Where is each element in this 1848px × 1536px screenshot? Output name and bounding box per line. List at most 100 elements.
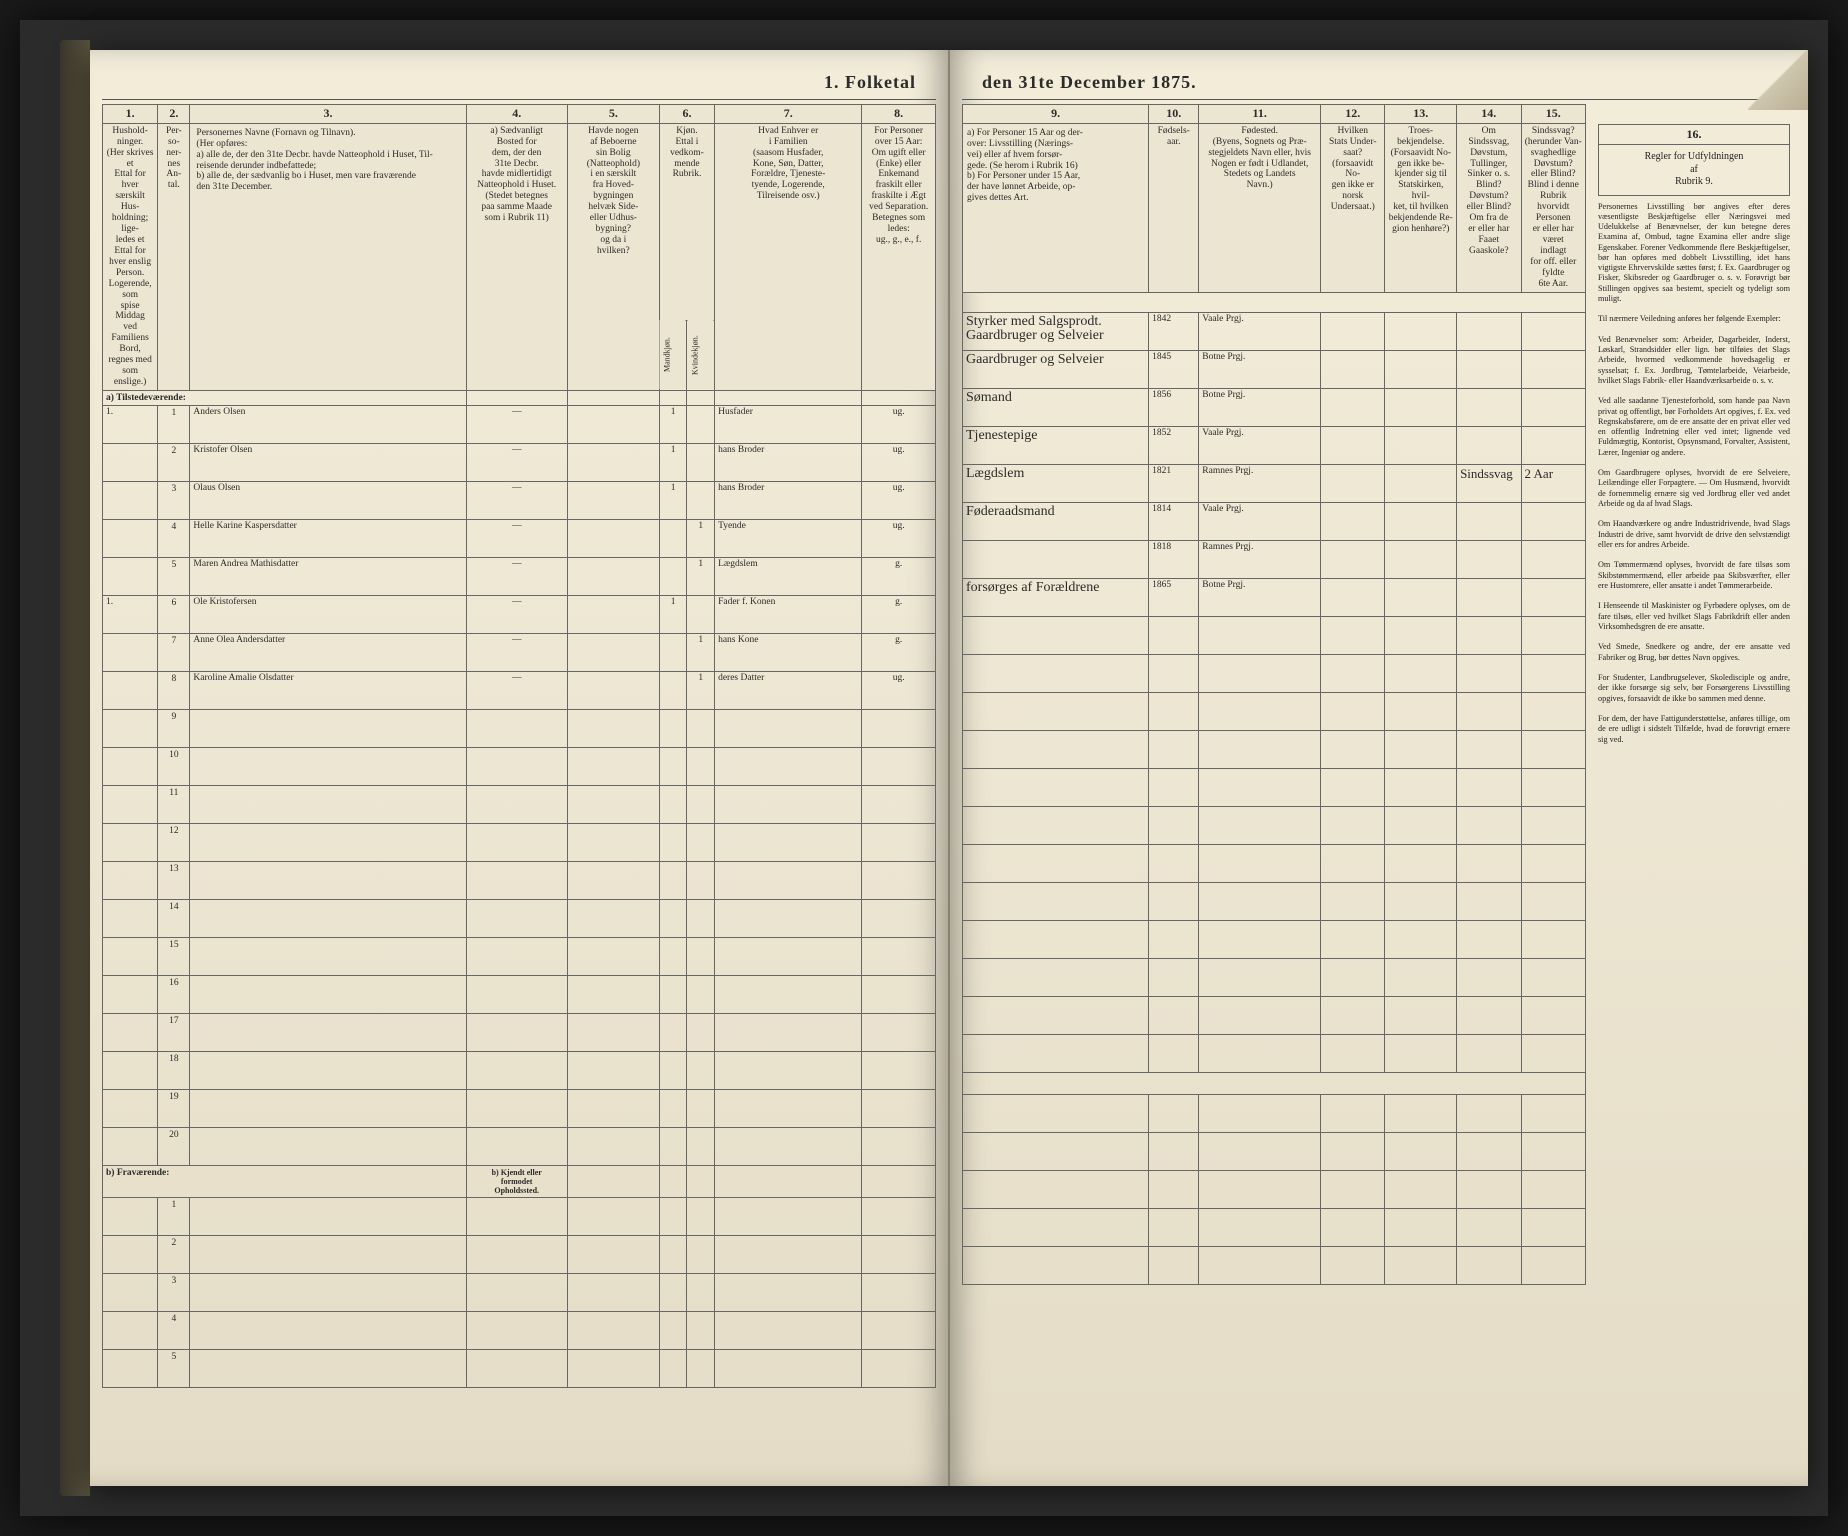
section-b-row: b) Fraværende: b) Kjendt eller formodet … (103, 1165, 936, 1197)
cell-occ: Gaardbruger og Selveier (963, 350, 1149, 388)
h-c1: Hushold- ninger. (Her skrives et Ettal f… (103, 123, 158, 390)
cell-place: Ramnes Prgj. (1199, 540, 1321, 578)
cell-c13 (1385, 578, 1457, 616)
cell-occ: Tjenestepige (963, 426, 1149, 464)
coln-5: 5. (567, 105, 659, 124)
cell-yr: 1842 (1149, 312, 1199, 350)
cell-k: 1 (687, 633, 715, 671)
table-row-empty (963, 806, 1586, 844)
cell-m: 1 (659, 443, 687, 481)
cell-fam: hans Broder (715, 481, 862, 519)
h-c8: For Personer over 15 Aar: Om ugift eller… (862, 123, 936, 390)
coln-11: 11. (1199, 105, 1321, 124)
table-row-empty: 2 (103, 1235, 936, 1273)
cell-hh (103, 443, 158, 481)
h-c14: Om Sindssvag, Døvstum, Tullinger, Sinker… (1457, 123, 1521, 292)
table-row-empty (963, 616, 1586, 654)
colnum-row-r: 9. 10. 11. 12. 13. 14. 15. (963, 105, 1586, 124)
cell-yr: 1856 (1149, 388, 1199, 426)
cell-c14 (1457, 502, 1521, 540)
cell-yr: 1852 (1149, 426, 1199, 464)
h-c6b: Kvindekjøn. (687, 320, 715, 390)
h-c3: Personernes Navne (Fornavn og Tilnavn). … (190, 123, 466, 390)
h-c13: Troes- bekjendelse. (Forsaavidt No- gen … (1385, 123, 1457, 292)
cell-c15 (1521, 540, 1585, 578)
cell-k (687, 481, 715, 519)
cell-place: Vaale Prgj. (1199, 426, 1321, 464)
section-a-label: a) Tilstedeværende: (103, 390, 467, 405)
h-c7: Hvad Enhver er i Familien (saasom Husfad… (715, 123, 862, 390)
cell-name: Anne Olea Andersdatter (190, 633, 466, 671)
cell-n: 7 (158, 633, 190, 671)
cell-hh: 1. (103, 405, 158, 443)
cell-name: Olaus Olsen (190, 481, 466, 519)
table-row: 2Kristofer Olsen—1hans Broderug. (103, 443, 936, 481)
table-row-empty (963, 730, 1586, 768)
register-table-right: 9. 10. 11. 12. 13. 14. 15. a) For Person… (962, 104, 1586, 1285)
cell-fam: Tyende (715, 519, 862, 557)
section-a-row-r (963, 292, 1586, 312)
table-row-empty: 13 (103, 861, 936, 899)
table-row-empty (963, 1208, 1586, 1246)
header-row-left: Hushold- ninger. (Her skrives et Ettal f… (103, 123, 936, 320)
page-title-left: 1. Folketal (102, 68, 936, 100)
cell-c13 (1385, 388, 1457, 426)
cell-place: Vaale Prgj. (1199, 312, 1321, 350)
coln-7: 7. (715, 105, 862, 124)
table-row: Tjenestepige1852Vaale Prgj. (963, 426, 1586, 464)
cell-n: 5 (158, 557, 190, 595)
cell-n: 1 (158, 405, 190, 443)
table-row-empty: 19 (103, 1089, 936, 1127)
table-row-empty (963, 692, 1586, 730)
coln-16: 16. (1598, 124, 1790, 144)
table-row: Lægdslem1821Ramnes Prgj.Sindssvag2 Aar (963, 464, 1586, 502)
table-row-empty: 10 (103, 747, 936, 785)
table-row-empty: 18 (103, 1051, 936, 1089)
cell-n: 6 (158, 595, 190, 633)
h-c10: Fødsels- aar. (1149, 123, 1199, 292)
cell-name: Karoline Amalie Olsdatter (190, 671, 466, 709)
left-page: 1. Folketal 1. 2. 3. 4. 5. 6. 7. 8. (90, 50, 950, 1486)
cell-c15 (1521, 426, 1585, 464)
cell-fam: Fader f. Konen (715, 595, 862, 633)
cell-n: 4 (158, 519, 190, 557)
table-row: Føderaadsmand1814Vaale Prgj. (963, 502, 1586, 540)
table-row-empty (963, 996, 1586, 1034)
cell-c4: — (466, 557, 567, 595)
table-row: 3Olaus Olsen—1hans Broderug. (103, 481, 936, 519)
cell-hh (103, 671, 158, 709)
cell-c15 (1521, 350, 1585, 388)
cell-c12 (1321, 426, 1385, 464)
cell-place: Botne Prgj. (1199, 350, 1321, 388)
h-c2: Per- so- ner- nes An- tal. (158, 123, 190, 390)
cell-c4: — (466, 443, 567, 481)
cell-civ: ug. (862, 519, 936, 557)
cell-civ: g. (862, 557, 936, 595)
cell-c5 (567, 671, 659, 709)
register-table-left: 1. 2. 3. 4. 5. 6. 7. 8. Hushold- ninger.… (102, 104, 936, 1388)
cell-place: Vaale Prgj. (1199, 502, 1321, 540)
instructions-head: Regler for Udfyldningen af Rubrik 9. (1598, 144, 1790, 196)
cell-k: 1 (687, 519, 715, 557)
cell-m: 1 (659, 595, 687, 633)
instructions-panel: 16. Regler for Udfyldningen af Rubrik 9.… (1594, 120, 1794, 1456)
cell-c4: — (466, 671, 567, 709)
cell-yr: 1845 (1149, 350, 1199, 388)
cell-c5 (567, 557, 659, 595)
cell-c13 (1385, 350, 1457, 388)
cell-c12 (1321, 502, 1385, 540)
section-b-row-r (963, 1072, 1586, 1094)
table-row-empty (963, 1094, 1586, 1132)
cell-c14 (1457, 540, 1521, 578)
cell-hh (103, 519, 158, 557)
cell-c15 (1521, 502, 1585, 540)
cell-hh (103, 557, 158, 595)
table-row: Gaardbruger og Selveier1845Botne Prgj. (963, 350, 1586, 388)
cell-name: Ole Kristofersen (190, 595, 466, 633)
table-row-empty: 14 (103, 899, 936, 937)
cell-c15: 2 Aar (1521, 464, 1585, 502)
cell-c4: — (466, 481, 567, 519)
coln-3: 3. (190, 105, 466, 124)
cell-m (659, 671, 687, 709)
cell-c14: Sindssvag (1457, 464, 1521, 502)
